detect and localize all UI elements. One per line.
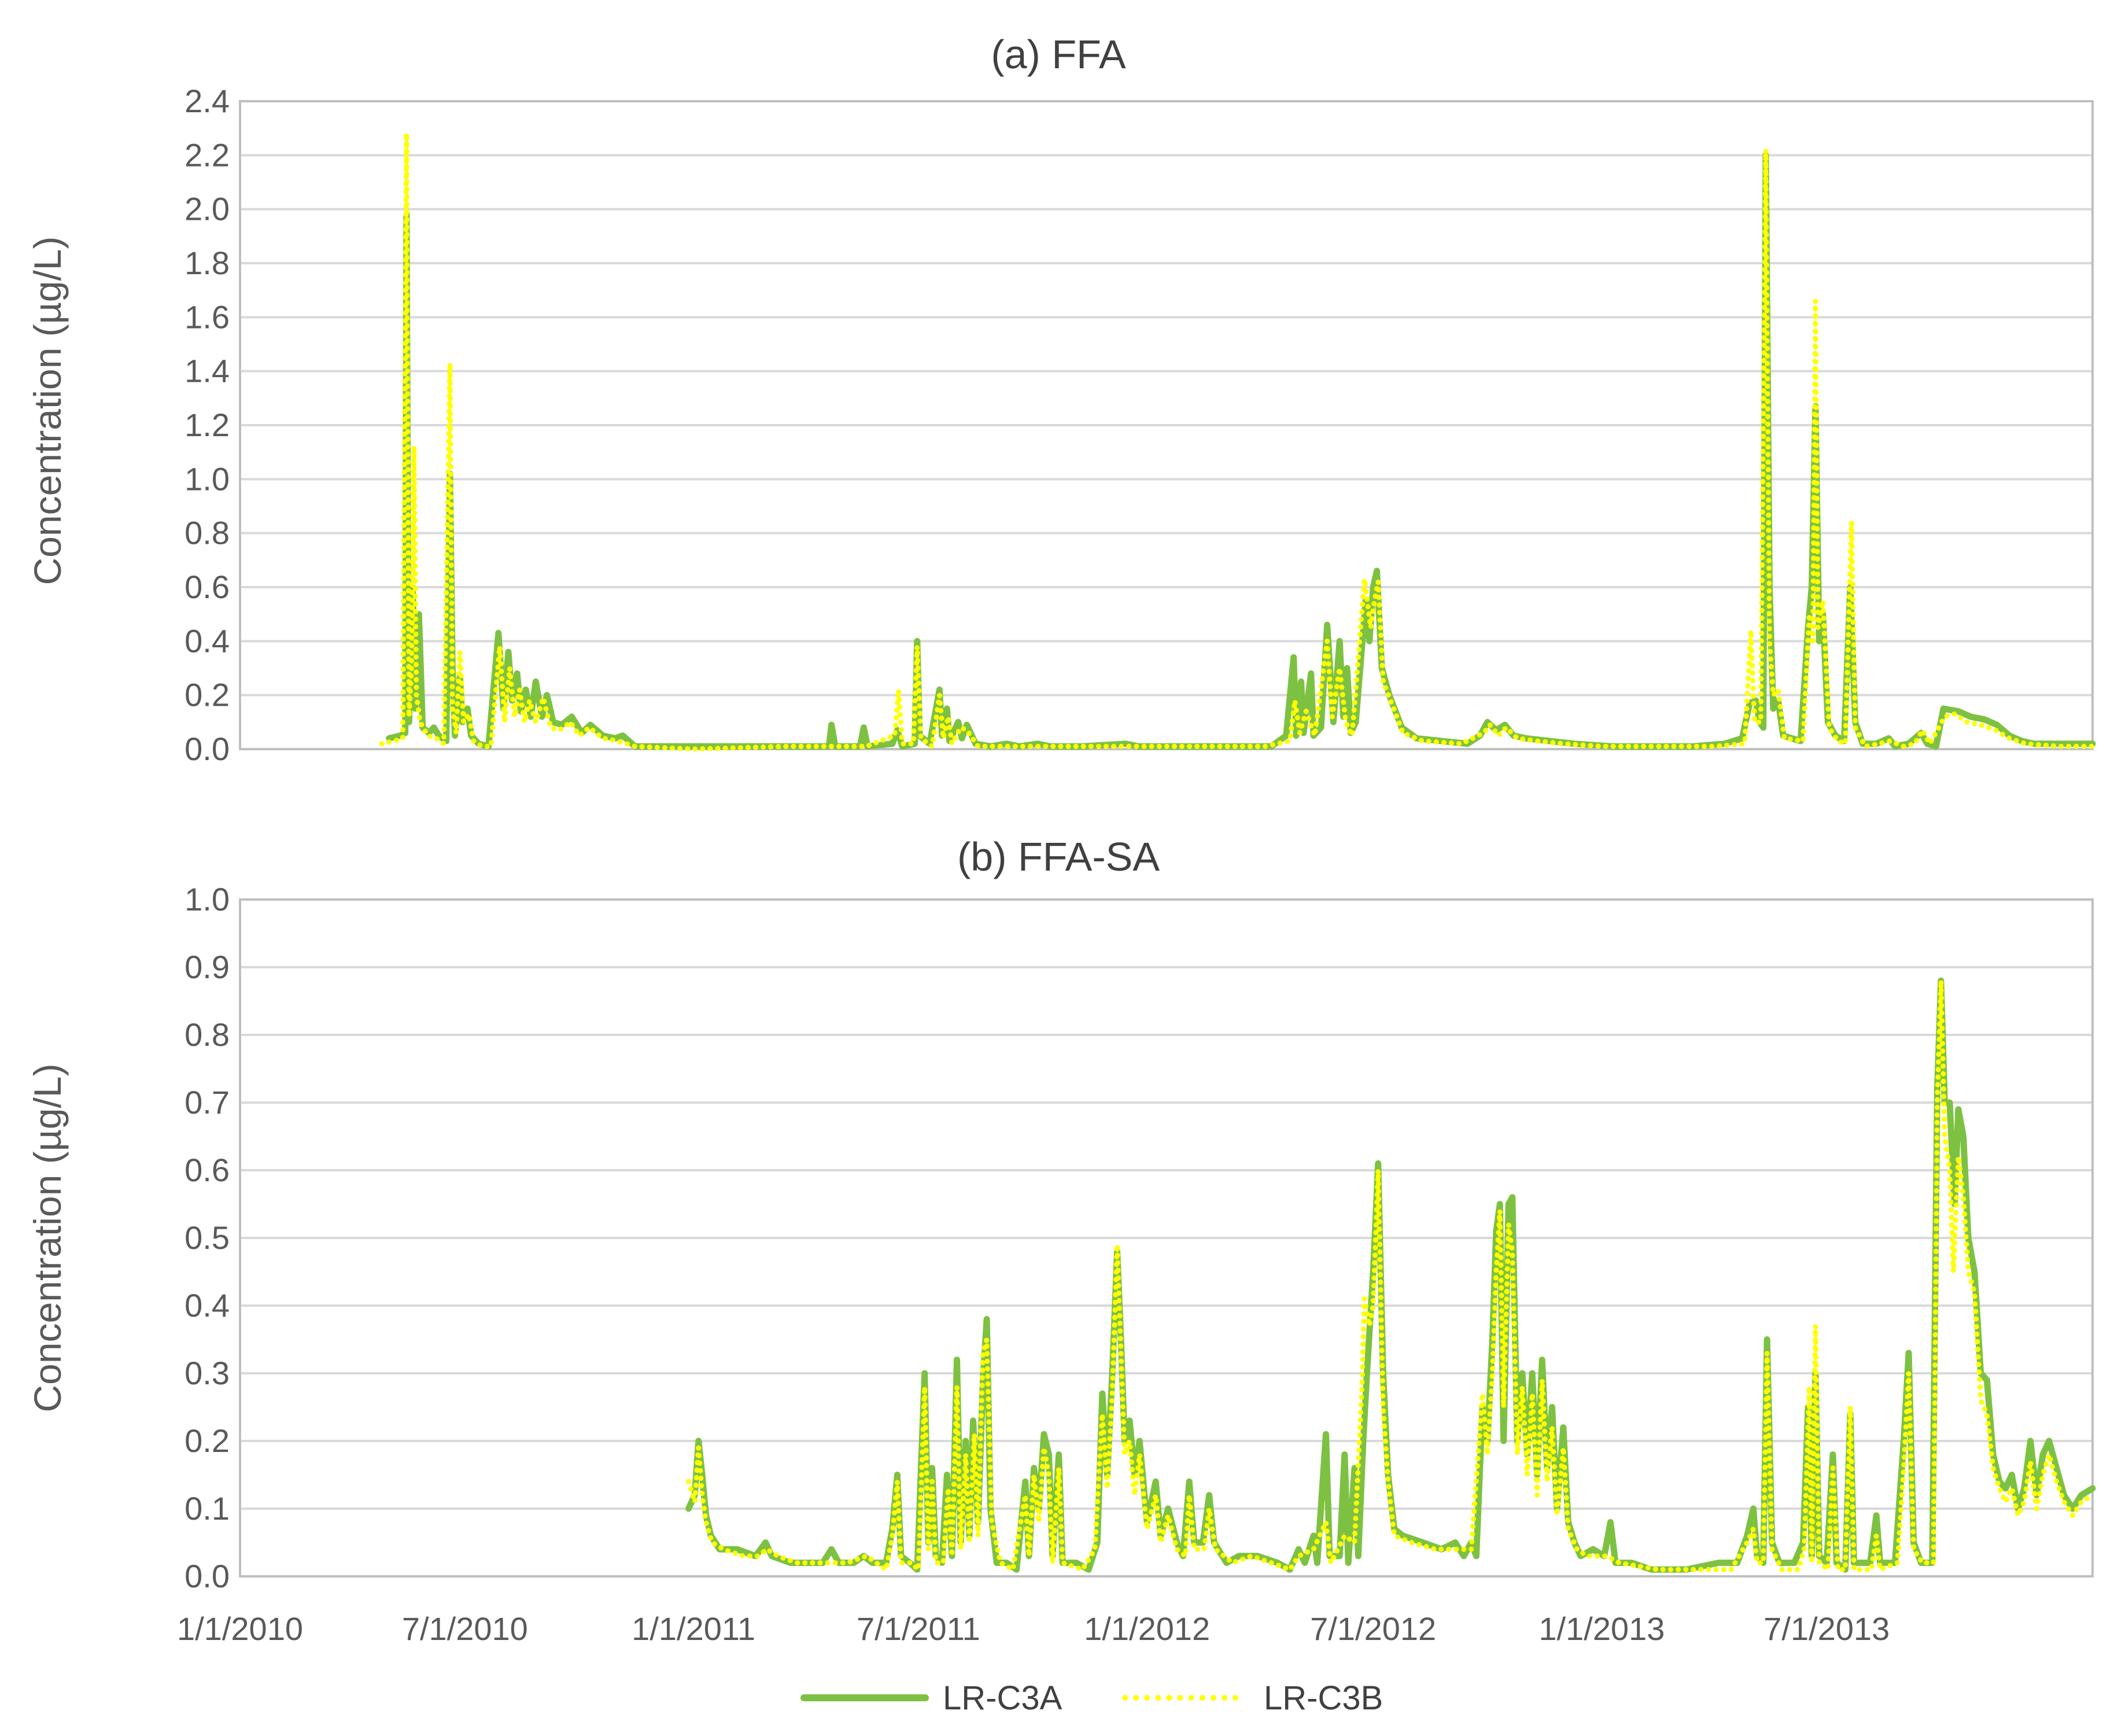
panel-a-y-tick-label: 2.2 (185, 137, 230, 173)
panel-a-title: (a) FFA (991, 32, 1126, 77)
panel-a-y-tick-label: 0.8 (185, 515, 230, 551)
panel-b-y-tick-label: 0.2 (185, 1422, 230, 1459)
panel-a-y-tick-label: 1.4 (185, 353, 230, 389)
panel-b-series-lr-c3b (686, 978, 2095, 1572)
panel-b: (b) FFA-SA Concentration (µg/L) 0.0 0.1 0.… (26, 834, 2096, 1647)
panel-b-x-tick-label: 1/1/2010 (177, 1610, 303, 1647)
panel-a-y-tick-label: 1.2 (185, 407, 230, 443)
panel-a-series-lr-c3a (386, 152, 2096, 750)
panel-a-y-tick-label: 0.6 (185, 569, 230, 605)
panel-a-y-tick-label: 1.8 (185, 245, 230, 281)
panel-b-x-tick-label: 7/1/2012 (1310, 1610, 1436, 1647)
panel-b-y-tick-label: 0.4 (185, 1287, 230, 1324)
panel-b-y-tick-label: 0.6 (185, 1152, 230, 1188)
legend: LR-C3A LR-C3B (800, 1679, 1383, 1717)
panel-b-x-tick-label: 7/1/2010 (402, 1610, 528, 1647)
panel-a: (a) FFA Concentration (µg/L) 0.0 0.2 0.4 0.… (26, 32, 2096, 767)
legend-label-lr-c3a: LR-C3A (943, 1679, 1062, 1717)
panel-b-y-axis-label: Concentration (µg/L) (26, 1064, 69, 1413)
panel-a-y-tick-label: 1.6 (185, 298, 230, 335)
panel-a-y-tick-label: 2.0 (185, 191, 230, 227)
panel-b-x-tick-label: 1/1/2013 (1538, 1610, 1665, 1647)
panel-b-y-tick-label: 0.5 (185, 1219, 230, 1256)
panel-b-plot-frame (239, 898, 2094, 1577)
legend-label-lr-c3b: LR-C3B (1264, 1679, 1383, 1717)
panel-b-y-tick-label: 0.9 (185, 949, 230, 985)
panel-b-y-tick-label: 0.1 (185, 1490, 230, 1527)
panel-a-series-lr-c3b (379, 131, 2095, 752)
panel-b-y-tick-label: 0.7 (185, 1084, 230, 1121)
panel-a-y-tick-label: 2.4 (185, 83, 230, 119)
panel-a-y-tick-label: 1.0 (185, 460, 230, 497)
panel-a-y-tick-label: 0.4 (185, 622, 230, 659)
panel-b-y-tick-label: 0.0 (185, 1558, 230, 1594)
panel-b-y-tick-label: 0.3 (185, 1355, 230, 1391)
panel-b-x-tick-label: 7/1/2011 (857, 1610, 980, 1647)
panel-b-x-tick-label: 1/1/2012 (1084, 1610, 1210, 1647)
panel-a-y-tick-label: 0.2 (185, 677, 230, 713)
panel-b-x-tick-label: 7/1/2013 (1763, 1610, 1890, 1647)
panel-a-y-axis-label: Concentration (µg/L) (26, 237, 69, 585)
panel-b-title: (b) FFA-SA (957, 834, 1160, 879)
panel-b-y-tick-label: 1.0 (185, 881, 230, 917)
panel-a-y-tick-label: 0.0 (185, 731, 230, 767)
panel-b-y-tick-label: 0.8 (185, 1016, 230, 1053)
panel-b-x-tick-label: 1/1/2011 (632, 1610, 755, 1647)
